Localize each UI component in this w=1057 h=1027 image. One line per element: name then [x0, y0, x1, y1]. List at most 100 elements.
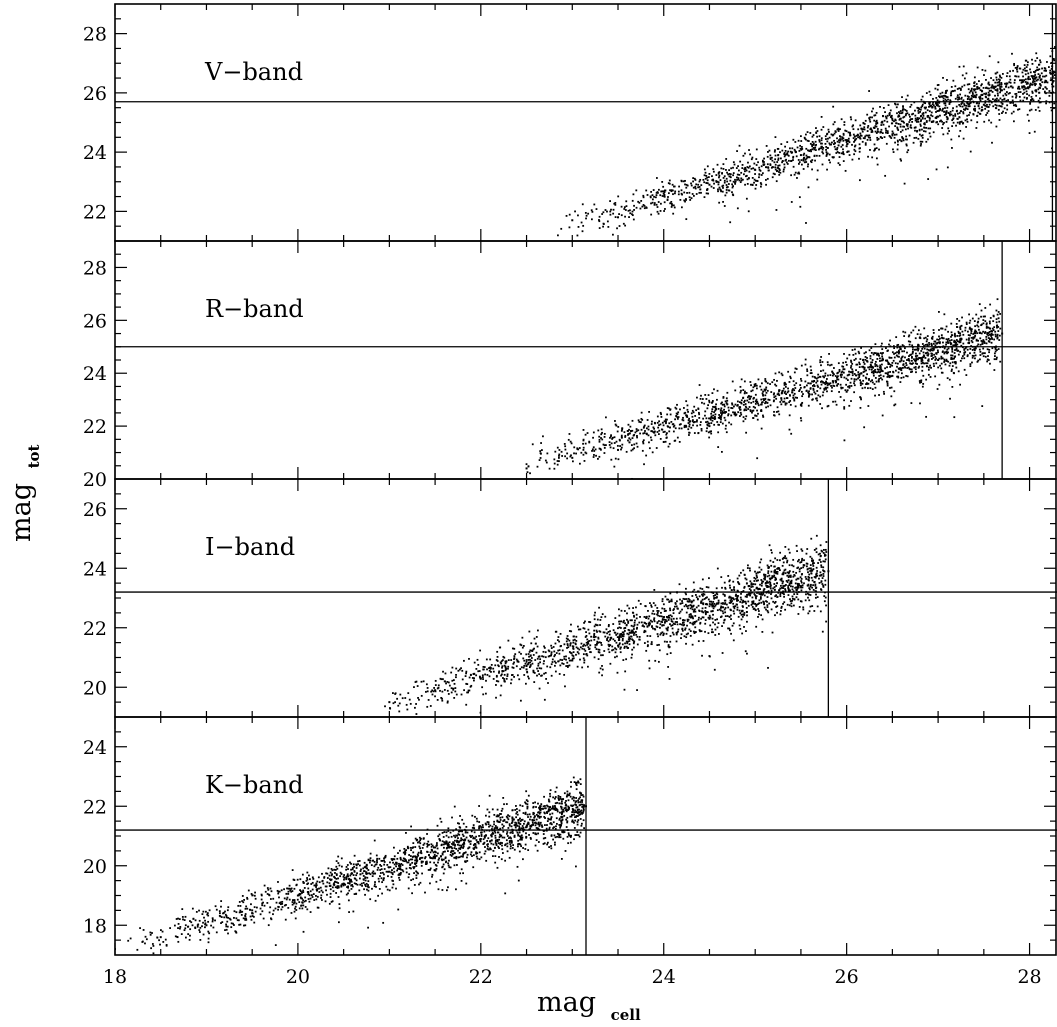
- data-point: [914, 368, 917, 371]
- data-point: [967, 334, 970, 337]
- data-point: [796, 146, 799, 149]
- data-point: [721, 610, 724, 613]
- data-point: [453, 697, 456, 699]
- data-point: [924, 102, 927, 105]
- data-point: [720, 413, 723, 416]
- data-point: [852, 137, 855, 140]
- data-point: [616, 227, 618, 230]
- data-point: [953, 352, 956, 354]
- data-point: [914, 117, 917, 120]
- data-point: [970, 87, 973, 90]
- data-point: [774, 576, 777, 579]
- data-point: [1002, 110, 1004, 113]
- data-point: [886, 373, 889, 376]
- data-point: [910, 331, 913, 334]
- data-point: [936, 88, 939, 91]
- data-point: [884, 174, 887, 177]
- data-point: [780, 372, 783, 375]
- data-point: [721, 172, 723, 175]
- data-point: [674, 427, 677, 430]
- data-point: [921, 117, 924, 120]
- data-point: [714, 623, 716, 626]
- data-point: [828, 383, 830, 386]
- data-point: [555, 652, 558, 654]
- data-point: [916, 333, 919, 336]
- data-point: [706, 420, 709, 423]
- data-point: [685, 198, 687, 200]
- data-point: [968, 105, 971, 108]
- data-point: [835, 152, 838, 154]
- data-point: [858, 143, 861, 146]
- data-point: [785, 580, 788, 582]
- data-point: [739, 391, 742, 394]
- data-point: [772, 172, 775, 175]
- data-point: [753, 385, 756, 388]
- data-point: [608, 441, 611, 444]
- data-point: [879, 371, 881, 374]
- data-point: [690, 197, 693, 200]
- data-point: [641, 625, 644, 627]
- data-point: [962, 111, 965, 113]
- data-point: [660, 416, 663, 418]
- data-point: [685, 633, 688, 636]
- data-point: [757, 615, 759, 618]
- data-point: [783, 152, 786, 154]
- data-point: [792, 159, 794, 161]
- data-point: [609, 213, 612, 216]
- data-point: [748, 149, 750, 151]
- data-point: [799, 154, 802, 157]
- data-point: [798, 172, 801, 175]
- data-point: [492, 667, 495, 670]
- data-point: [783, 593, 785, 596]
- data-point: [1003, 107, 1006, 110]
- data-point: [757, 608, 760, 610]
- data-point: [467, 691, 469, 694]
- data-point: [731, 600, 733, 602]
- data-point: [848, 385, 851, 387]
- data-point: [961, 357, 963, 360]
- data-point: [643, 207, 646, 210]
- data-point: [934, 346, 937, 349]
- data-point: [1045, 87, 1048, 90]
- data-point: [784, 555, 787, 558]
- data-point: [787, 548, 790, 551]
- data-point: [720, 190, 722, 193]
- data-point: [776, 379, 778, 382]
- data-point: [641, 418, 644, 421]
- data-point: [818, 140, 821, 143]
- data-point: [1034, 76, 1037, 79]
- data-point: [598, 215, 601, 218]
- data-point: [902, 330, 905, 333]
- data-point: [955, 322, 958, 325]
- data-point: [554, 670, 557, 673]
- data-point: [966, 355, 969, 358]
- data-point: [630, 449, 633, 452]
- panel-frame: [114, 3, 1057, 242]
- data-point: [920, 119, 922, 122]
- data-point: [862, 379, 865, 382]
- data-point: [842, 368, 845, 371]
- data-point: [862, 122, 865, 125]
- data-point: [921, 343, 924, 345]
- data-point: [550, 654, 553, 657]
- data-point: [819, 395, 822, 398]
- data-point: [799, 135, 802, 138]
- data-point: [778, 168, 781, 170]
- data-point: [601, 431, 603, 434]
- data-point: [826, 140, 829, 143]
- data-point: [608, 644, 611, 647]
- data-point: [632, 607, 634, 609]
- data-point: [1016, 66, 1019, 69]
- data-point: [776, 595, 779, 598]
- data-point: [619, 439, 621, 442]
- data-point: [997, 61, 1000, 64]
- data-point: [676, 600, 678, 603]
- data-point: [873, 119, 876, 122]
- data-point: [738, 583, 741, 586]
- data-point: [809, 365, 812, 368]
- data-point: [809, 132, 812, 134]
- data-point: [941, 120, 943, 123]
- data-point: [959, 350, 962, 353]
- data-point: [1018, 95, 1021, 98]
- data-point: [792, 565, 795, 568]
